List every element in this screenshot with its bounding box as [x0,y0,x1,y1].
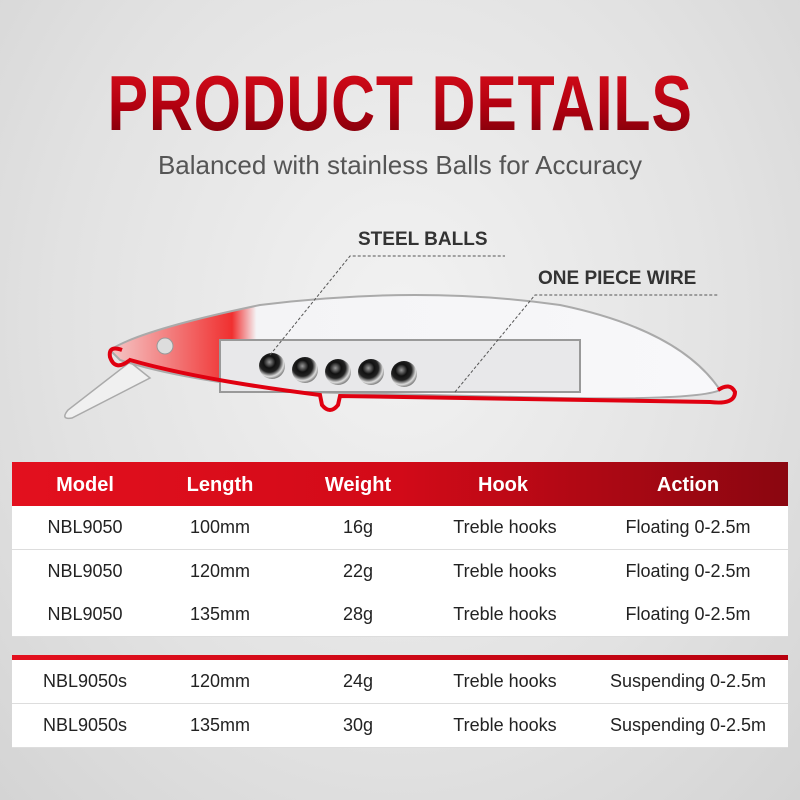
wire-label: ONE PIECE WIRE [538,268,697,289]
cell-length: 100mm [189,517,251,537]
cell-weight: 28g [342,604,374,624]
table-row: NBL9050s 135mm 30g Treble hooks Suspending 0… [12,703,788,748]
lure-lip [64,361,152,420]
title-text: PRODUCT DETAILS [107,59,693,147]
steel-balls-label: STEEL BALLS [358,229,488,250]
cell-action: Suspending 0-2.5m [609,671,767,691]
cell-action: Floating 0-2.5m [625,560,751,581]
header-action: Action [656,474,720,496]
cell-weight: 24g [342,671,374,691]
steel-ball [325,359,351,385]
cell-length: 135mm [189,714,251,735]
cell-weight: 22g [342,560,374,581]
header-weight: Weight [324,474,392,496]
cell-action: Floating 0-2.5m [625,517,751,537]
one-piece-wire [107,346,738,412]
table-row: NBL9050 135mm 28g Treble hooks Floating 0-2.… [12,593,788,637]
table-row: NBL9050 120mm 22g Treble hooks Floating 0-2.… [12,549,788,594]
cell-length: 120mm [189,671,251,691]
cell-hook: Treble hooks [453,604,557,624]
steel-ball [259,353,285,379]
table-row: NBL9050s 120mm 24g Treble hooks Suspending 0… [12,660,788,704]
table-row: NBL9050 100mm 16g Treble hooks Floating 0-2.… [12,506,788,550]
steel-ball [358,359,384,385]
steel-ball [292,357,318,383]
header-hook: Hook [478,474,528,496]
cell-weight: 30g [342,714,374,735]
cell-model: NBL9050 [47,517,123,537]
table-header: Model Length Weight Hook Action [12,462,788,506]
page-title: PRODUCT DETAILS [0,58,800,149]
cell-hook: Treble hooks [453,517,557,537]
subtitle: Balanced with stainless Balls for Accura… [157,150,643,180]
cell-hook: Treble hooks [453,671,557,691]
group-divider [12,655,788,660]
steel-ball [391,361,417,387]
cell-weight: 16g [342,517,374,537]
cell-hook: Treble hooks [453,714,557,735]
cell-hook: Treble hooks [453,560,557,581]
cell-length: 135mm [189,604,251,624]
cell-model: NBL9050s [42,671,128,691]
cell-length: 120mm [189,560,251,581]
cell-model: NBL9050s [42,714,128,735]
cell-action: Suspending 0-2.5m [609,714,767,735]
header-model: Model [56,474,114,496]
header-length: Length [186,474,254,496]
cell-model: NBL9050 [47,604,123,624]
cell-action: Floating 0-2.5m [625,604,751,624]
lure-illustration [64,255,738,420]
cell-model: NBL9050 [47,560,123,581]
steel-balls [259,353,417,387]
